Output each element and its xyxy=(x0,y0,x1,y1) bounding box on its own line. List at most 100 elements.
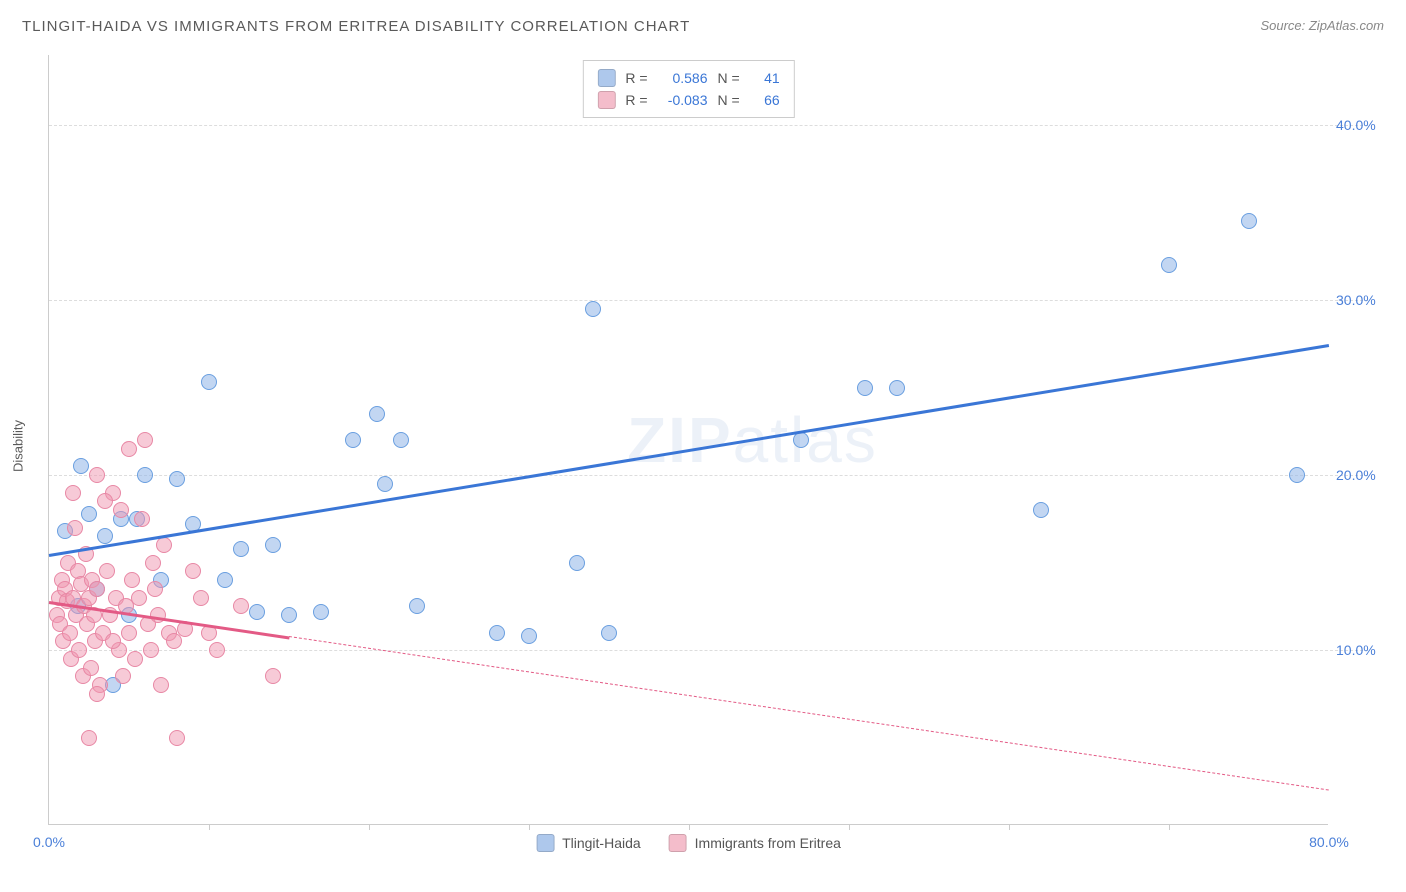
data-point xyxy=(585,301,601,317)
x-tick xyxy=(369,824,370,830)
chart-title: TLINGIT-HAIDA VS IMMIGRANTS FROM ERITREA… xyxy=(22,18,690,35)
x-tick xyxy=(1009,824,1010,830)
series-legend: Tlingit-Haida Immigrants from Eritrea xyxy=(536,834,841,852)
gridline xyxy=(49,650,1368,651)
data-point xyxy=(377,476,393,492)
source-attribution: Source: ZipAtlas.com xyxy=(1260,18,1384,33)
legend-swatch xyxy=(536,834,554,852)
gridline xyxy=(49,475,1368,476)
x-tick xyxy=(849,824,850,830)
data-point xyxy=(143,642,159,658)
legend-label: Immigrants from Eritrea xyxy=(695,835,841,851)
data-point xyxy=(115,668,131,684)
stat-n-value: 66 xyxy=(750,89,780,111)
data-point xyxy=(185,563,201,579)
data-point xyxy=(73,458,89,474)
gridline xyxy=(49,125,1368,126)
data-point xyxy=(105,633,121,649)
data-point xyxy=(233,541,249,557)
data-point xyxy=(89,467,105,483)
x-tick xyxy=(529,824,530,830)
data-point xyxy=(121,625,137,641)
data-point xyxy=(83,660,99,676)
data-point xyxy=(65,485,81,501)
data-point xyxy=(393,432,409,448)
data-point xyxy=(209,642,225,658)
data-point xyxy=(169,471,185,487)
stat-r-label: R = xyxy=(625,67,647,89)
y-axis-label: Disability xyxy=(11,420,26,472)
data-point xyxy=(153,677,169,693)
x-tick xyxy=(1169,824,1170,830)
stat-row: R = -0.083 N = 66 xyxy=(597,89,779,111)
data-point xyxy=(265,668,281,684)
data-point xyxy=(166,633,182,649)
data-point xyxy=(71,642,87,658)
legend-label: Tlingit-Haida xyxy=(562,835,641,851)
data-point xyxy=(201,374,217,390)
data-point xyxy=(113,502,129,518)
data-point xyxy=(99,563,115,579)
data-point xyxy=(145,555,161,571)
y-tick-label: 30.0% xyxy=(1336,292,1396,308)
x-tick-label: 0.0% xyxy=(33,834,65,850)
data-point xyxy=(134,511,150,527)
data-point xyxy=(62,625,78,641)
data-point xyxy=(265,537,281,553)
data-point xyxy=(121,441,137,457)
data-point xyxy=(249,604,265,620)
data-point xyxy=(409,598,425,614)
data-point xyxy=(193,590,209,606)
x-tick xyxy=(689,824,690,830)
data-point xyxy=(601,625,617,641)
stat-n-label: N = xyxy=(718,67,740,89)
legend-item: Immigrants from Eritrea xyxy=(669,834,841,852)
y-tick-label: 10.0% xyxy=(1336,642,1396,658)
data-point xyxy=(233,598,249,614)
data-point xyxy=(569,555,585,571)
stat-r-label: R = xyxy=(625,89,647,111)
stat-r-value: -0.083 xyxy=(658,89,708,111)
data-point xyxy=(345,432,361,448)
data-point xyxy=(217,572,233,588)
legend-swatch xyxy=(597,91,615,109)
data-point xyxy=(137,432,153,448)
data-point xyxy=(67,520,83,536)
data-point xyxy=(1241,213,1257,229)
x-tick xyxy=(209,824,210,830)
data-point xyxy=(1289,467,1305,483)
stat-row: R = 0.586 N = 41 xyxy=(597,67,779,89)
stat-r-value: 0.586 xyxy=(658,67,708,89)
data-point xyxy=(131,590,147,606)
y-tick-label: 20.0% xyxy=(1336,467,1396,483)
y-tick-label: 40.0% xyxy=(1336,117,1396,133)
legend-swatch xyxy=(597,69,615,87)
stat-n-label: N = xyxy=(718,89,740,111)
stat-n-value: 41 xyxy=(750,67,780,89)
gridline xyxy=(49,300,1368,301)
data-point xyxy=(1033,502,1049,518)
data-point xyxy=(169,730,185,746)
data-point xyxy=(857,380,873,396)
data-point xyxy=(369,406,385,422)
data-point xyxy=(124,572,140,588)
x-tick-label: 80.0% xyxy=(1309,834,1349,850)
data-point xyxy=(97,493,113,509)
data-point xyxy=(127,651,143,667)
data-point xyxy=(97,528,113,544)
data-point xyxy=(89,581,105,597)
legend-item: Tlingit-Haida xyxy=(536,834,641,852)
data-point xyxy=(1161,257,1177,273)
data-point xyxy=(89,686,105,702)
data-point xyxy=(889,380,905,396)
data-point xyxy=(156,537,172,553)
data-point xyxy=(489,625,505,641)
correlation-stat-box: R = 0.586 N = 41 R = -0.083 N = 66 xyxy=(582,60,794,118)
data-point xyxy=(81,506,97,522)
trend-line xyxy=(49,344,1329,557)
data-point xyxy=(137,467,153,483)
plot-area: ZIPatlas R =0.586N =41R =-0.083N =66 Tli… xyxy=(48,55,1328,825)
data-point xyxy=(313,604,329,620)
data-point xyxy=(281,607,297,623)
data-point xyxy=(81,730,97,746)
